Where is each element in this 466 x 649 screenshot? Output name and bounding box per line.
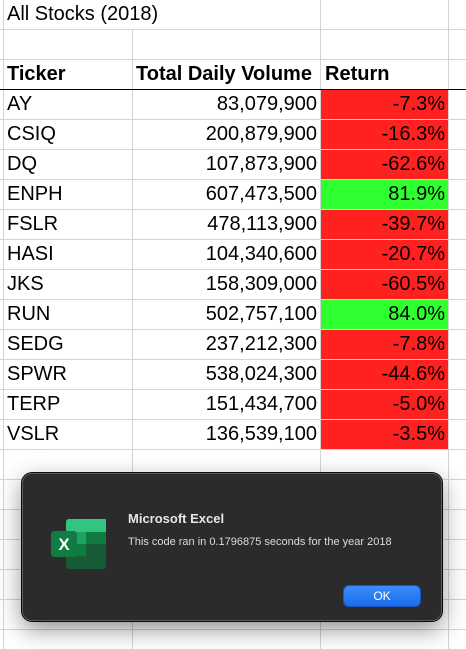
volume-cell[interactable]: 83,079,900: [216, 93, 317, 115]
excel-app-icon: X: [51, 519, 106, 569]
ticker-cell[interactable]: ENPH: [7, 183, 63, 205]
row-gutter: [0, 0, 4, 649]
return-cell[interactable]: -7.8%: [321, 330, 448, 359]
volume-cell[interactable]: 151,434,700: [205, 393, 317, 415]
table-row: ENPH 607,473,500 81.9%: [0, 180, 466, 210]
header-return[interactable]: Return: [325, 63, 390, 85]
return-cell[interactable]: -60.5%: [321, 270, 448, 299]
ticker-cell[interactable]: TERP: [7, 393, 61, 415]
return-cell[interactable]: -3.5%: [321, 420, 448, 449]
ticker-cell[interactable]: DQ: [7, 153, 37, 175]
return-cell[interactable]: 84.0%: [321, 300, 448, 329]
header-volume[interactable]: Total Daily Volume: [136, 63, 312, 85]
sheet-row-empty: [0, 30, 466, 60]
table-row: RUN 502,757,100 84.0%: [0, 300, 466, 330]
sheet-title-cell[interactable]: All Stocks (2018): [4, 0, 320, 29]
return-cell[interactable]: -7.3%: [321, 90, 448, 119]
volume-cell[interactable]: 237,212,300: [205, 333, 317, 355]
volume-cell[interactable]: 478,113,900: [207, 213, 317, 235]
sheet-header-row: Ticker Total Daily Volume Return: [0, 60, 466, 90]
table-row: SPWR 538,024,300 -44.6%: [0, 360, 466, 390]
return-cell[interactable]: -16.3%: [321, 120, 448, 149]
table-row: CSIQ 200,879,900 -16.3%: [0, 120, 466, 150]
header-ticker[interactable]: Ticker: [7, 63, 66, 85]
return-cell[interactable]: -39.7%: [321, 210, 448, 239]
volume-cell[interactable]: 104,340,600: [205, 243, 317, 265]
return-cell[interactable]: -44.6%: [321, 360, 448, 389]
sheet-row-title: All Stocks (2018): [0, 0, 466, 30]
dialog-title: Microsoft Excel: [128, 511, 225, 526]
column-divider-d: [448, 0, 449, 649]
table-row: FSLR 478,113,900 -39.7%: [0, 210, 466, 240]
ticker-cell[interactable]: VSLR: [7, 423, 60, 445]
return-cell[interactable]: -62.6%: [321, 150, 448, 179]
sheet-row-empty: [0, 600, 466, 630]
return-cell[interactable]: 81.9%: [321, 180, 448, 209]
volume-cell[interactable]: 502,757,100: [205, 303, 317, 325]
ok-button[interactable]: OK: [344, 586, 420, 606]
table-row: TERP 151,434,700 -5.0%: [0, 390, 466, 420]
column-divider-c: [320, 0, 321, 649]
return-cell[interactable]: -5.0%: [321, 390, 448, 419]
volume-cell[interactable]: 158,309,000: [205, 273, 317, 295]
ticker-cell[interactable]: FSLR: [7, 213, 59, 235]
volume-cell[interactable]: 200,879,900: [205, 123, 317, 145]
ticker-cell[interactable]: SEDG: [7, 333, 64, 355]
table-row: HASI 104,340,600 -20.7%: [0, 240, 466, 270]
svg-text:X: X: [58, 535, 70, 554]
ticker-cell[interactable]: HASI: [7, 243, 54, 265]
column-divider-b: [132, 0, 133, 649]
table-row: AY 83,079,900 -7.3%: [0, 90, 466, 120]
return-cell[interactable]: -20.7%: [321, 240, 448, 269]
volume-cell[interactable]: 107,873,900: [205, 153, 317, 175]
alert-dialog: X Microsoft Excel This code ran in 0.179…: [22, 473, 442, 621]
ticker-cell[interactable]: CSIQ: [7, 123, 56, 145]
ticker-cell[interactable]: SPWR: [7, 363, 67, 385]
ticker-cell[interactable]: AY: [7, 93, 33, 115]
table-row: VSLR 136,539,100 -3.5%: [0, 420, 466, 450]
table-row: JKS 158,309,000 -60.5%: [0, 270, 466, 300]
ticker-cell[interactable]: JKS: [7, 273, 44, 295]
volume-cell[interactable]: 136,539,100: [205, 423, 317, 445]
volume-cell[interactable]: 538,024,300: [205, 363, 317, 385]
volume-cell[interactable]: 607,473,500: [205, 183, 317, 205]
ticker-cell[interactable]: RUN: [7, 303, 51, 325]
table-row: SEDG 237,212,300 -7.8%: [0, 330, 466, 360]
table-row: DQ 107,873,900 -62.6%: [0, 150, 466, 180]
dialog-message: This code ran in 0.1796875 seconds for t…: [128, 536, 392, 548]
